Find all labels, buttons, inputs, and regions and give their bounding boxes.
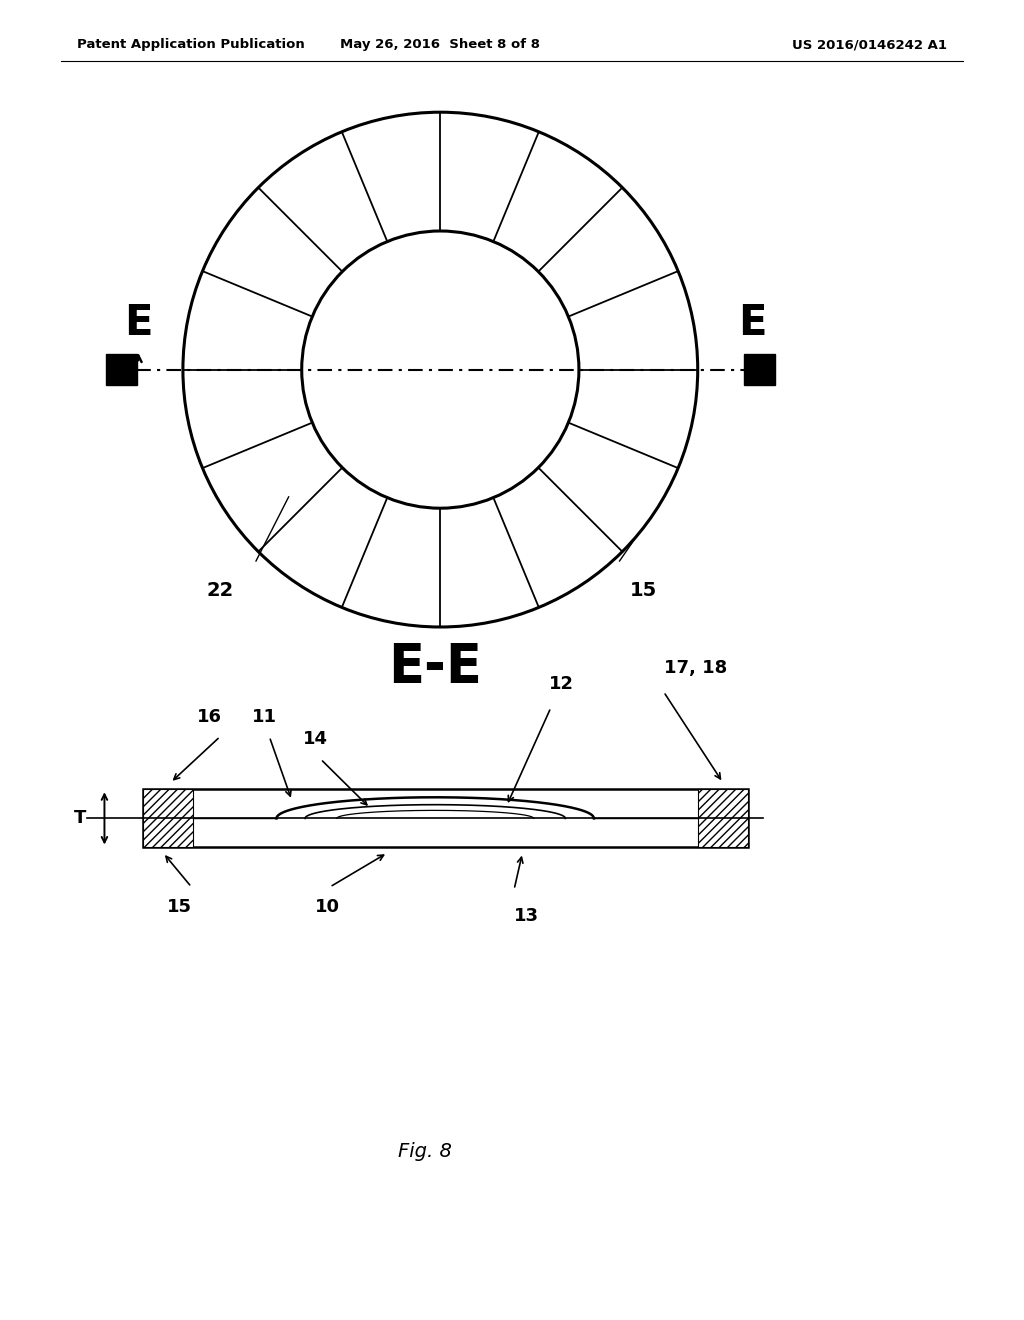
Text: 16: 16 [198,708,222,726]
Text: 11: 11 [252,708,276,726]
Bar [743,354,774,385]
Text: May 26, 2016  Sheet 8 of 8: May 26, 2016 Sheet 8 of 8 [340,38,541,51]
Text: E: E [738,302,767,345]
Text: Patent Application Publication: Patent Application Publication [77,38,304,51]
Text: 14: 14 [303,730,328,748]
Text: 22: 22 [207,581,233,599]
Text: T: T [74,809,86,828]
Text: 17, 18: 17, 18 [664,659,727,677]
Text: 12: 12 [549,675,573,693]
Bar [143,789,748,847]
Text: 10: 10 [315,898,340,916]
Bar [698,789,748,847]
Text: 15: 15 [167,898,191,916]
Text: E-E: E-E [388,640,482,693]
Text: 13: 13 [514,907,539,925]
Bar [106,354,137,385]
Bar [143,789,193,847]
Text: E: E [124,302,153,345]
Text: US 2016/0146242 A1: US 2016/0146242 A1 [793,38,947,51]
Text: 15: 15 [630,581,657,599]
Text: Fig. 8: Fig. 8 [398,1142,452,1160]
